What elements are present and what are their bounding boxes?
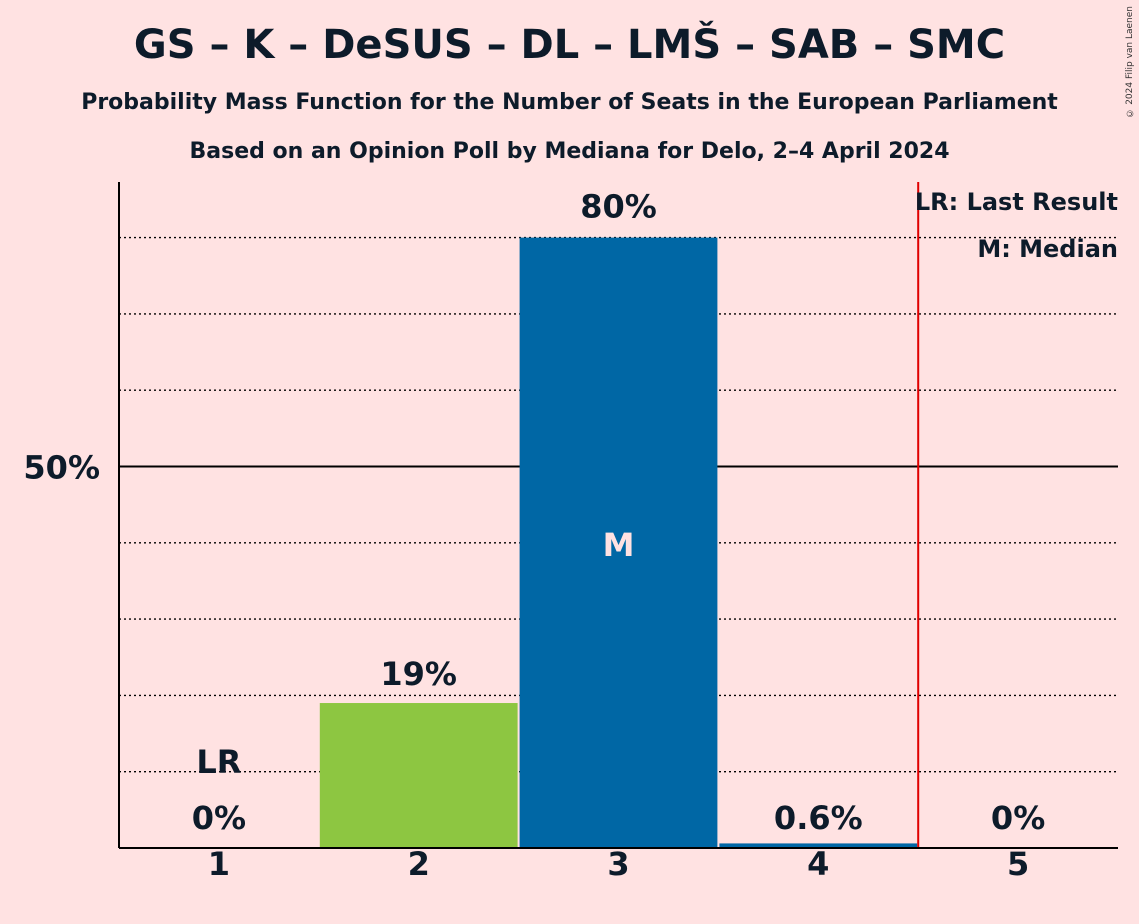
value-label-seat-4: 0.6% [774,799,863,837]
median-marker: M [603,526,635,564]
value-label-seat-3: 80% [580,188,657,226]
x-tick-label-3: 3 [607,845,629,883]
x-tick-label-4: 4 [807,845,829,883]
y-tick-label: 50% [23,449,100,487]
x-tick-label-5: 5 [1007,845,1029,883]
legend-last-result: LR: Last Result [915,188,1118,216]
x-tick-label-2: 2 [408,845,430,883]
x-tick-label-1: 1 [208,845,230,883]
bar-seat-2 [320,703,518,848]
value-label-seat-5: 0% [991,799,1045,837]
last-result-marker: LR [196,743,241,781]
value-label-seat-1: 0% [192,799,246,837]
value-label-seat-2: 19% [380,655,457,693]
legend-median: M: Median [977,235,1118,263]
